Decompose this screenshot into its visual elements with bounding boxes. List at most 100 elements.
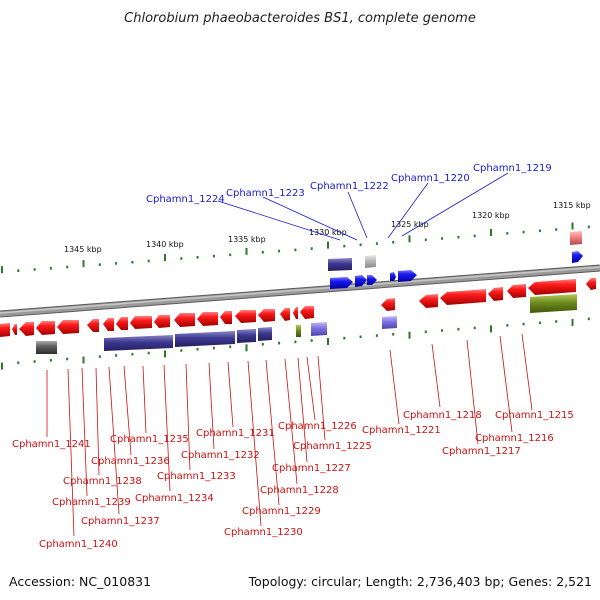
ruler-minor-tick — [555, 320, 558, 323]
gene-label-1233[interactable]: Cphamn1_1233 — [157, 471, 236, 482]
gene-track-olive — [530, 294, 577, 313]
ruler-minor-tick — [278, 341, 281, 345]
ruler-minor-tick — [359, 243, 362, 247]
ruler-minor-tick — [538, 321, 541, 325]
gene-track-olive-small — [296, 325, 301, 337]
ruler-minor-tick — [359, 335, 362, 339]
gene-label-1231[interactable]: Cphamn1_1231 — [196, 428, 275, 439]
gene-feature-1216b — [507, 284, 526, 298]
ruler-major-tick — [1, 266, 3, 274]
ruler-major-tick — [82, 260, 85, 268]
gene-feature-1215 — [528, 279, 576, 295]
gene-feature-1232 — [174, 313, 195, 327]
ruler-major-tick — [245, 247, 248, 255]
scale-label-1335: 1335 kbp — [228, 235, 266, 244]
leader-lines-bottom — [46, 333, 533, 537]
ruler-major-tick — [571, 318, 574, 326]
gene-labels-bottom: Cphamn1_1241 Cphamn1_1240 Cphamn1_1239 C… — [12, 410, 574, 550]
gene-feature-1216a — [488, 287, 503, 301]
gene-feature-1214b — [572, 251, 583, 263]
gene-label-1221[interactable]: Cphamn1_1221 — [362, 425, 441, 436]
ruler-minor-tick — [33, 268, 36, 271]
ruler-minor-tick — [261, 251, 264, 254]
reverse-strand-genes — [0, 278, 596, 354]
gene-track-navy-4 — [258, 327, 272, 341]
gene-label-1220[interactable]: Cphamn1_1220 — [391, 173, 470, 184]
gene-feature-1228 — [258, 309, 275, 322]
genome-backbone — [0, 264, 600, 318]
gene-feature-1242 — [0, 323, 10, 337]
gene-label-1218[interactable]: Cphamn1_1218 — [403, 410, 482, 421]
gene-label-1226[interactable]: Cphamn1_1226 — [278, 421, 357, 432]
gene-label-1229[interactable]: Cphamn1_1229 — [242, 506, 321, 517]
gene-label-1234[interactable]: Cphamn1_1234 — [135, 493, 214, 504]
genome-summary-text: Topology: circular; Length: 2,736,403 bp… — [248, 574, 592, 589]
scale-ruler-bottom — [1, 317, 590, 370]
ruler-minor-tick — [392, 333, 395, 336]
gene-track-navy-2 — [175, 331, 235, 347]
gene-label-1223[interactable]: Cphamn1_1223 — [226, 188, 305, 199]
gene-feature-1240 — [19, 322, 34, 336]
ruler-major-tick — [164, 254, 166, 261]
gene-feature-1233 — [154, 315, 170, 328]
gene-label-1225[interactable]: Cphamn1_1225 — [293, 441, 372, 452]
gene-label-1216[interactable]: Cphamn1_1216 — [475, 433, 554, 444]
ruler-minor-tick — [180, 349, 183, 352]
ruler-major-tick — [408, 235, 411, 243]
gene-label-1236[interactable]: Cphamn1_1236 — [91, 456, 170, 467]
ruler-minor-tick — [424, 330, 427, 334]
gene-label-1219[interactable]: Cphamn1_1219 — [473, 163, 552, 174]
ruler-minor-tick — [343, 336, 346, 340]
gene-feature-1229 — [235, 310, 256, 323]
ruler-minor-tick — [17, 269, 20, 272]
ruler-minor-tick — [506, 324, 509, 327]
gene-label-1240[interactable]: Cphamn1_1240 — [39, 539, 118, 550]
forward-strand-genes — [328, 231, 583, 289]
ruler-minor-tick — [294, 340, 297, 344]
ruler-minor-tick — [538, 229, 541, 233]
ruler-minor-tick — [131, 260, 134, 264]
ruler-minor-tick — [33, 360, 36, 363]
accession-text: Accession: NC_010831 — [9, 574, 151, 589]
gene-label-1227[interactable]: Cphamn1_1227 — [272, 463, 351, 474]
ruler-minor-tick — [66, 265, 69, 269]
ruler-minor-tick — [98, 263, 101, 266]
gene-label-1235[interactable]: Cphamn1_1235 — [110, 434, 189, 445]
gene-feature-1241 — [12, 324, 17, 335]
ruler-minor-tick — [131, 352, 134, 356]
ruler-minor-tick — [17, 361, 20, 364]
scale-ruler-top — [1, 222, 590, 274]
ruler-minor-tick — [310, 339, 313, 342]
gene-label-1239[interactable]: Cphamn1_1239 — [52, 497, 131, 508]
gene-label-1241[interactable]: Cphamn1_1241 — [12, 439, 91, 450]
gene-feature-1236 — [103, 318, 114, 331]
gene-label-1222[interactable]: Cphamn1_1222 — [310, 181, 389, 192]
ruler-minor-tick — [392, 241, 395, 244]
leader-lines-top — [217, 172, 509, 241]
gene-label-1215[interactable]: Cphamn1_1215 — [495, 410, 574, 421]
gene-feature-1217 — [440, 289, 486, 305]
gene-track-gray — [36, 341, 57, 354]
gene-feature-1218 — [419, 294, 438, 308]
gene-label-1237[interactable]: Cphamn1_1237 — [81, 516, 160, 527]
scale-label-1320: 1320 kbp — [472, 211, 510, 220]
ruler-minor-tick — [49, 359, 52, 362]
gene-feature-1238 — [57, 320, 79, 334]
gene-feature-1237 — [87, 319, 99, 332]
ruler-minor-tick — [115, 262, 118, 265]
ruler-major-tick — [490, 229, 492, 236]
ruler-minor-tick — [98, 355, 101, 358]
ruler-minor-tick — [147, 259, 150, 263]
ruler-minor-tick — [522, 230, 525, 234]
gene-label-1228[interactable]: Cphamn1_1228 — [260, 485, 339, 496]
gene-track-navy-1 — [104, 335, 173, 351]
gene-label-1217[interactable]: Cphamn1_1217 — [442, 446, 521, 457]
gene-label-1238[interactable]: Cphamn1_1238 — [63, 476, 142, 487]
ruler-minor-tick — [310, 247, 313, 250]
ruler-minor-tick — [587, 225, 590, 229]
gene-feature-1222a — [330, 277, 353, 289]
gene-label-1232[interactable]: Cphamn1_1232 — [181, 450, 260, 461]
gene-label-1224[interactable]: Cphamn1_1224 — [146, 194, 225, 205]
gene-label-1230[interactable]: Cphamn1_1230 — [224, 527, 303, 538]
